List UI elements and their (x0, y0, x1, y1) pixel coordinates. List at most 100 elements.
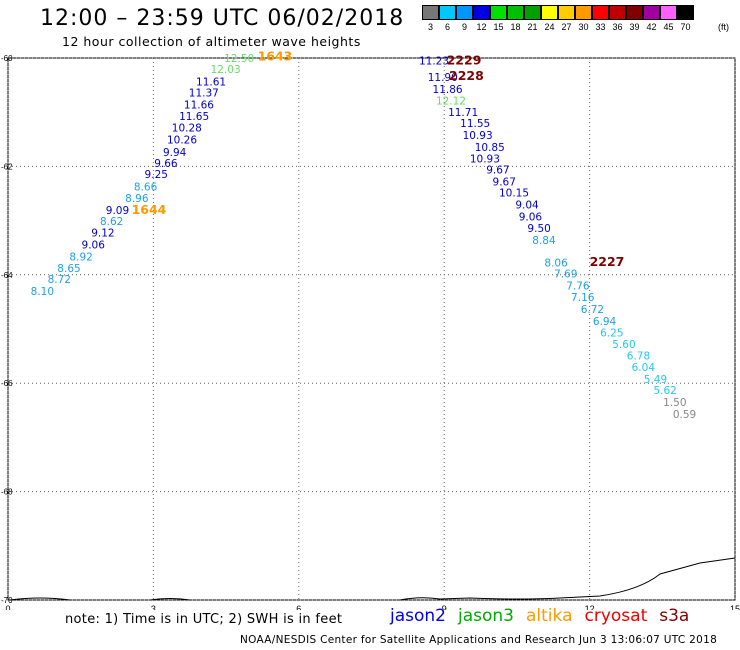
wave-height-label: 8.66 (134, 181, 158, 193)
x-tick-label: 9 (442, 604, 447, 610)
wave-height-label: 6.25 (600, 327, 623, 339)
wave-height-label: 10.26 (167, 134, 197, 146)
chart-title: 12:00 – 23:59 UTC 06/02/2018 (40, 6, 405, 31)
legend-entry: altika (526, 606, 573, 626)
color-scale-cell: 9 (455, 5, 473, 32)
satellite-legend: jason2 jason3 altika cryosat s3a (390, 606, 701, 626)
wave-height-label: 11.23 (419, 56, 449, 68)
x-tick-label: 3 (151, 604, 156, 610)
wave-height-label: 6.04 (632, 362, 656, 374)
color-scale-cell: 30 (574, 5, 592, 32)
color-swatch (625, 5, 643, 20)
time-annotation: 1643 (258, 48, 293, 63)
color-scale-cell: 45 (659, 5, 677, 32)
wave-height-label: 9.94 (163, 147, 187, 159)
legend-entry: s3a (659, 606, 690, 626)
wave-height-label: 8.72 (48, 274, 71, 286)
wave-height-label: 8.96 (125, 193, 149, 205)
y-tick-label: -60 (1, 54, 13, 63)
wave-height-label: 11.55 (460, 118, 490, 130)
wave-height-label: 8.65 (57, 263, 80, 275)
wave-height-label: 9.06 (519, 211, 543, 223)
wave-height-label: 7.69 (554, 269, 577, 281)
wave-height-label: 8.84 (532, 235, 556, 247)
wave-height-label: 12.03 (211, 64, 241, 76)
wave-height-label: 7.76 (566, 281, 590, 293)
wave-height-label: 9.67 (486, 165, 509, 177)
color-scale-cell: 42 (642, 5, 660, 32)
color-swatch (438, 5, 456, 20)
color-scale-label: 18 (510, 22, 521, 32)
wave-height-label: 0.59 (673, 409, 696, 421)
color-swatch (591, 5, 609, 20)
color-scale-label: 3 (427, 22, 433, 32)
wave-height-label: 9.12 (91, 228, 114, 240)
color-swatch (676, 5, 694, 20)
wave-height-label: 10.93 (470, 153, 500, 165)
color-scale: 3 6 9 12 15 18 21 24 27 30 33 36 39 42 45 70 (421, 5, 694, 32)
wave-height-label: 11.61 (196, 76, 226, 88)
wave-height-label: 5.60 (612, 339, 635, 351)
wave-height-label: 8.62 (100, 216, 123, 228)
color-scale-label: 36 (612, 22, 623, 32)
footer-credit: NOAA/NESDIS Center for Satellite Applica… (240, 634, 718, 646)
wave-height-label: 11.71 (448, 107, 478, 119)
color-swatch (540, 5, 558, 20)
wave-height-label: 9.66 (154, 158, 178, 170)
color-swatch (659, 5, 677, 20)
legend-entry: jason3 (458, 606, 514, 626)
x-tick-label: 0 (5, 604, 10, 610)
color-scale-label: 45 (663, 22, 674, 32)
color-swatch (557, 5, 575, 20)
color-scale-label: 70 (680, 22, 691, 32)
wave-height-label: 10.85 (475, 142, 505, 154)
wave-height-label: 5.62 (653, 385, 676, 397)
color-scale-label: 9 (461, 22, 467, 32)
wave-height-label: 1.50 (663, 397, 686, 409)
wave-height-label: 10.93 (463, 130, 493, 142)
wave-height-label: 11.65 (179, 111, 209, 123)
color-scale-cell: 6 (438, 5, 456, 32)
y-tick-label: -68 (1, 488, 13, 497)
color-scale-cell: 33 (591, 5, 609, 32)
y-tick-label: -66 (1, 379, 13, 388)
time-annotation: 2227 (590, 254, 625, 269)
y-tick-label: -62 (1, 162, 13, 171)
color-swatch (421, 5, 439, 20)
x-tick-label: 6 (296, 604, 301, 610)
color-scale-cell: 36 (608, 5, 626, 32)
wave-height-label: 5.49 (644, 374, 667, 386)
color-scale-label: 33 (595, 22, 606, 32)
color-swatch (506, 5, 524, 20)
wave-height-label: 9.50 (527, 223, 550, 235)
plot-frame (7, 57, 736, 601)
wave-height-label: 9.06 (82, 239, 106, 251)
wave-height-label: 9.25 (145, 169, 168, 181)
color-scale-unit: (ft) (718, 22, 729, 32)
wave-height-label: 11.37 (189, 88, 219, 100)
y-tick-label: -64 (1, 271, 13, 280)
wave-height-label: 11.90 (428, 72, 458, 84)
wave-height-label: 7.16 (571, 292, 595, 304)
color-scale-label: 21 (527, 22, 538, 32)
color-swatch (608, 5, 626, 20)
time-annotation: 1644 (132, 202, 167, 217)
color-scale-label: 30 (578, 22, 589, 32)
legend-entry: cryosat (584, 606, 648, 626)
color-scale-cell: 39 (625, 5, 643, 32)
chart-subtitle: 12 hour collection of altimeter wave hei… (62, 34, 361, 49)
wave-height-label: 8.06 (544, 257, 568, 269)
wave-height-label: 12.12 (436, 95, 466, 107)
color-swatch (455, 5, 473, 20)
x-tick-label: 12 (585, 604, 595, 610)
legend-entry: jason2 (390, 606, 446, 626)
color-swatch (523, 5, 541, 20)
color-scale-label: 39 (629, 22, 640, 32)
color-scale-cell: 24 (540, 5, 558, 32)
color-scale-cell: 21 (523, 5, 541, 32)
wave-height-label: 8.10 (31, 286, 54, 298)
wave-height-label: 6.72 (581, 304, 604, 316)
color-scale-label: 27 (561, 22, 572, 32)
wave-height-label: 9.67 (493, 177, 516, 189)
color-swatch (489, 5, 507, 20)
